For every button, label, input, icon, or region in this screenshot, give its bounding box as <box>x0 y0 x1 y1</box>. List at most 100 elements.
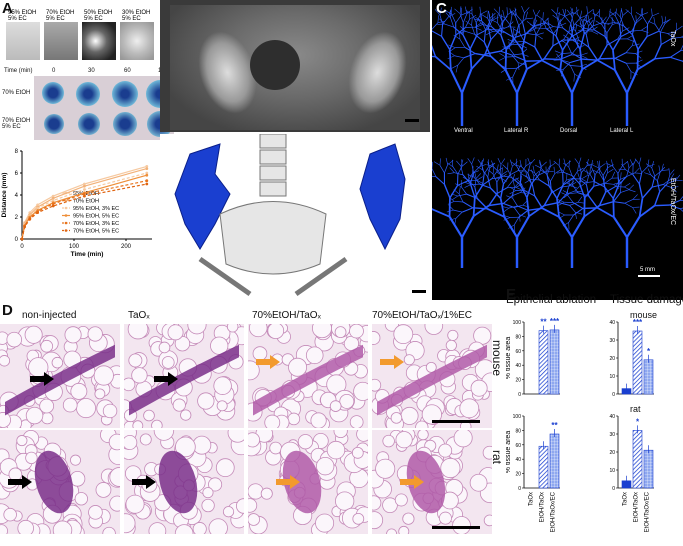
adipocyte <box>440 457 461 479</box>
duct-branch <box>513 207 520 215</box>
view-label: Ventral <box>454 128 473 134</box>
duct-branch <box>620 8 624 16</box>
duct-branch <box>531 184 536 197</box>
y-axis-label: % tissue area <box>506 431 512 474</box>
duct-branch <box>464 181 471 185</box>
duct-branch <box>570 23 574 36</box>
duct-branch <box>497 158 502 165</box>
duct-tissue <box>34 450 74 514</box>
duct-branch <box>476 197 488 210</box>
duct-branch <box>657 172 661 181</box>
duct-branch <box>455 183 462 188</box>
duct-branch <box>614 52 627 59</box>
duct-branch <box>489 16 496 22</box>
duct-branch <box>455 27 466 36</box>
duct-branch <box>572 178 580 180</box>
duct-branch <box>449 218 456 221</box>
duct-branch <box>503 195 513 204</box>
data-point <box>145 165 149 168</box>
histology-svg <box>124 324 244 428</box>
arrow-icon <box>256 355 280 369</box>
duct-branch <box>464 184 471 188</box>
duct-branch <box>463 53 476 59</box>
duct-branch <box>479 6 482 15</box>
duct-branch <box>627 38 635 42</box>
duct-branch <box>588 195 599 209</box>
histology-image <box>372 324 492 428</box>
duct-branch <box>484 50 501 55</box>
duct-branch <box>499 56 507 61</box>
duct-branch <box>519 32 525 42</box>
duct-branch <box>503 207 509 213</box>
duct-branch <box>578 28 586 32</box>
duct-branch <box>669 169 675 176</box>
duct-branch <box>471 13 477 23</box>
duct-branch <box>630 71 638 76</box>
duct-branch <box>487 10 489 19</box>
adipocyte <box>94 388 106 400</box>
duct-branch <box>613 192 621 202</box>
duct-branch <box>529 27 537 32</box>
duct-branch <box>602 22 610 25</box>
adipocyte <box>227 430 244 443</box>
duct-branch <box>556 7 559 15</box>
duct-branch <box>534 195 544 209</box>
scale-bar <box>412 290 426 293</box>
pelvis <box>219 201 327 275</box>
duct-branch <box>562 27 573 36</box>
data-point <box>83 194 86 198</box>
duct-branch <box>497 14 505 18</box>
duct-branch <box>487 169 494 175</box>
duct-branch <box>611 21 620 26</box>
duct-branch <box>532 25 537 35</box>
duct-branch <box>571 52 583 60</box>
duct-branch <box>588 19 594 27</box>
duct-branch <box>514 217 520 226</box>
duct-branch <box>568 24 571 32</box>
duct-branch <box>473 204 490 217</box>
duct-branch <box>651 167 656 177</box>
duct-branch <box>559 166 565 173</box>
duct-branch <box>464 46 476 54</box>
duct-branch <box>462 201 474 209</box>
duct-branch <box>531 169 535 177</box>
duct-branch <box>474 187 478 199</box>
duct-branch <box>552 14 559 20</box>
duct-branch <box>599 163 606 168</box>
dye-spot <box>44 114 64 134</box>
duct-branch <box>532 175 535 185</box>
duct-branch <box>579 23 586 29</box>
duct-branch <box>555 35 564 51</box>
duct-branch <box>512 174 515 181</box>
duct-branch <box>469 172 475 184</box>
duct-branch <box>620 183 622 193</box>
bar <box>643 359 654 395</box>
histology-image <box>124 430 244 534</box>
duct-branch <box>544 201 559 207</box>
duct-branch <box>527 33 537 36</box>
duct-branch <box>563 62 571 70</box>
duct-branch <box>505 56 516 58</box>
legend-marker <box>64 206 68 210</box>
duct-branch <box>654 44 662 60</box>
duct-branch <box>670 56 683 62</box>
duct-branch <box>513 28 520 34</box>
data-point <box>83 188 86 191</box>
duct-branch <box>476 176 483 181</box>
duct-branch <box>598 192 607 206</box>
data-point <box>20 237 24 241</box>
histology-grid <box>0 324 492 546</box>
duct-branch <box>661 163 664 171</box>
duct-branch <box>661 169 669 171</box>
adipocyte <box>326 440 346 460</box>
duct-branch <box>454 218 457 226</box>
duct-branch <box>570 14 574 24</box>
duct-branch <box>514 40 525 43</box>
adipocyte <box>269 441 282 455</box>
duct-branch <box>525 11 528 19</box>
duct-tissue <box>377 344 487 416</box>
duct-branch <box>556 184 564 199</box>
duct-branch <box>622 10 629 16</box>
duct-branch <box>558 193 567 203</box>
duct-branch <box>622 27 630 32</box>
